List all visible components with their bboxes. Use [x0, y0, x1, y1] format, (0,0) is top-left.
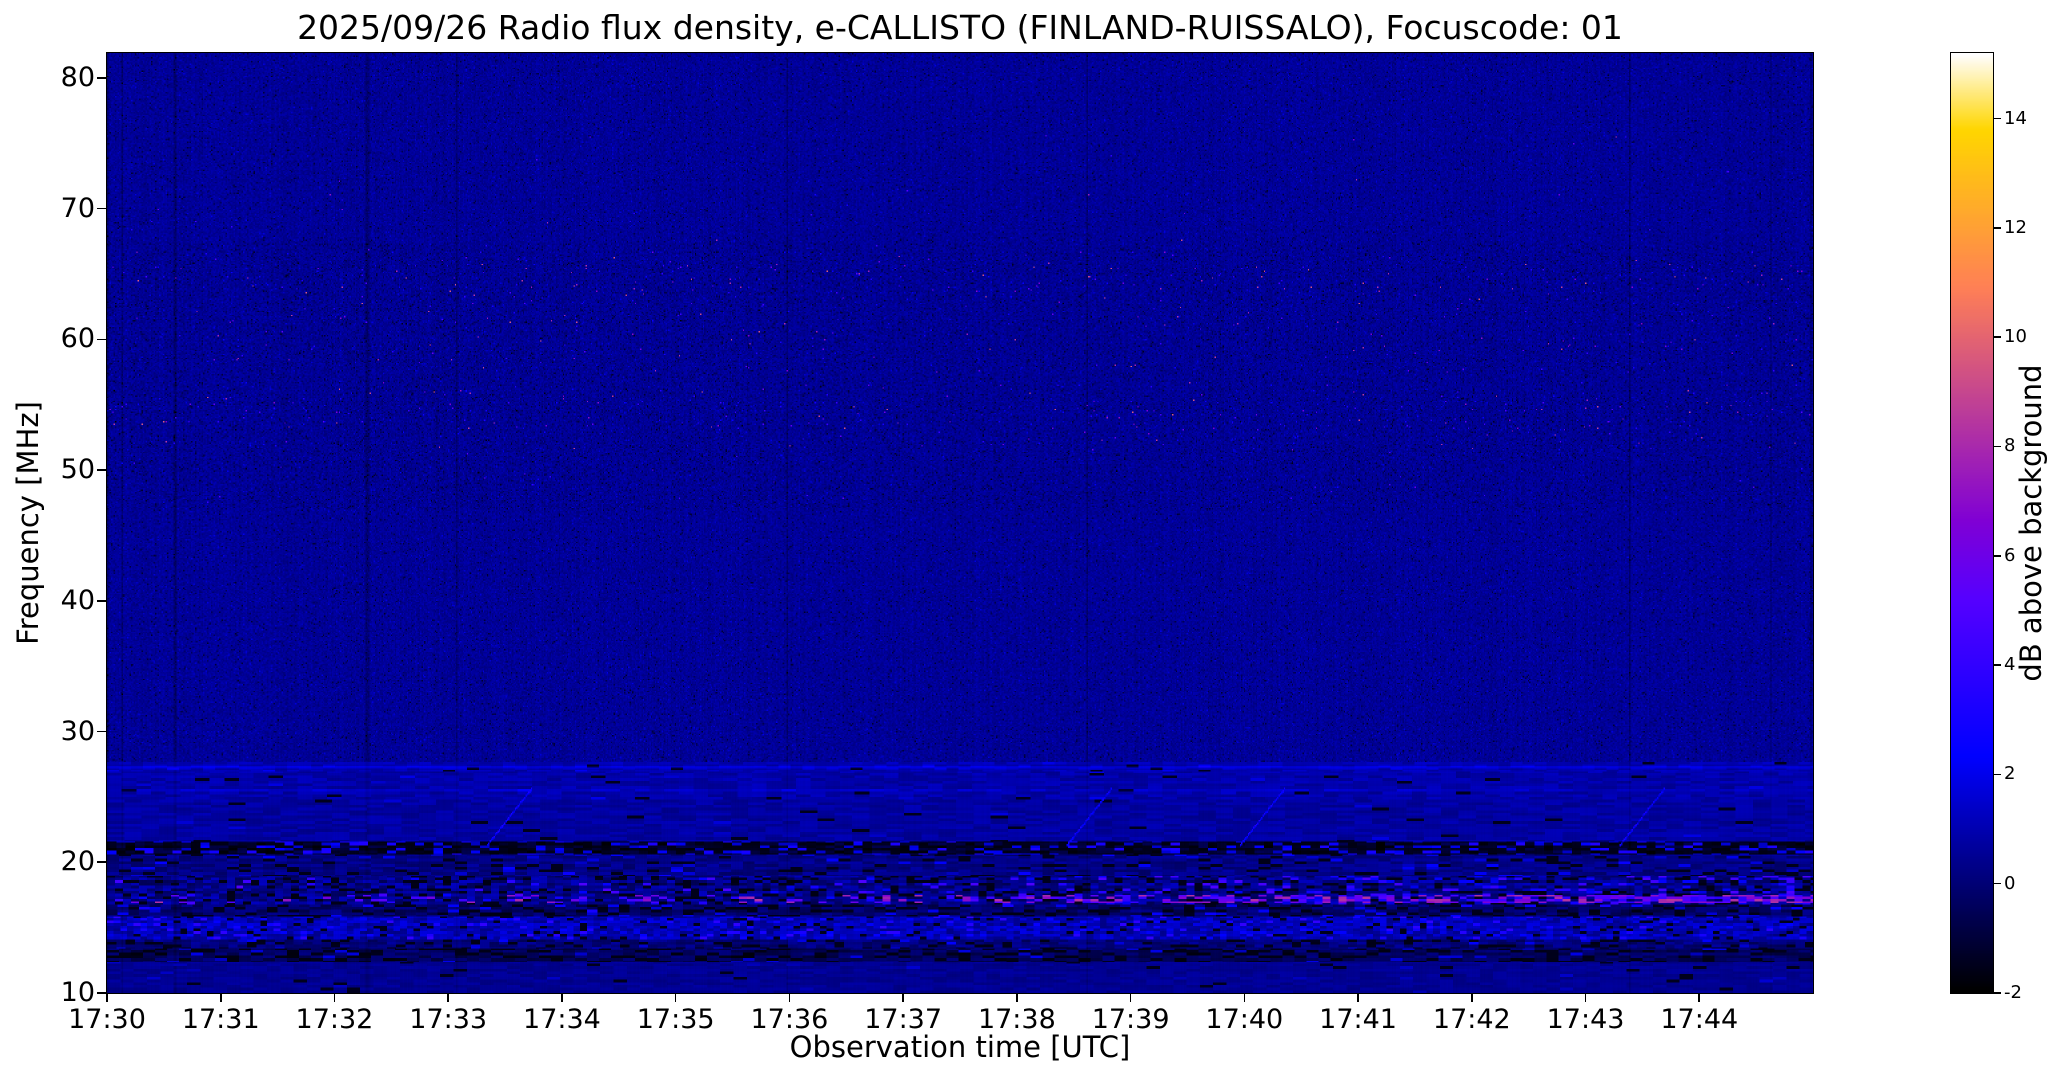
x-tick-label: 17:40 — [1205, 1004, 1284, 1035]
colorbar-tick-label: 6 — [2004, 544, 2016, 566]
colorbar-tick-label: 8 — [2004, 435, 2016, 457]
x-tick-mark — [333, 993, 336, 1002]
colorbar — [1950, 52, 1994, 994]
colorbar-tick-mark — [1994, 117, 2001, 120]
y-tick-mark — [97, 599, 106, 602]
x-tick-label: 17:34 — [523, 1004, 601, 1035]
y-tick-mark — [97, 338, 106, 341]
y-tick-label: 70 — [60, 192, 95, 224]
x-tick-mark — [1243, 993, 1246, 1002]
x-tick-label: 17:32 — [295, 1004, 374, 1035]
colorbar-tick-label: 12 — [2004, 216, 2027, 238]
y-tick-mark — [97, 77, 106, 79]
x-tick-mark — [219, 993, 222, 1002]
x-tick-label: 17:38 — [977, 1004, 1056, 1035]
spectrogram-canvas — [107, 53, 1813, 993]
y-tick-mark — [97, 207, 106, 210]
colorbar-tick-label: 4 — [2004, 654, 2016, 676]
x-tick-mark — [561, 993, 563, 1002]
x-tick-mark — [788, 993, 791, 1002]
y-tick-label: 60 — [60, 323, 95, 355]
y-tick-label: 30 — [60, 715, 95, 747]
x-axis-label: Observation time [UTC] — [789, 1030, 1131, 1064]
y-tick-label: 80 — [60, 61, 95, 93]
x-tick-mark — [1471, 993, 1473, 1002]
x-tick-mark — [447, 993, 449, 1002]
y-tick-label: 50 — [60, 454, 95, 486]
x-tick-label: 17:39 — [1091, 1004, 1170, 1035]
y-tick-label: 10 — [60, 977, 95, 1008]
y-tick-mark — [97, 992, 106, 994]
x-tick-label: 17:37 — [864, 1004, 943, 1035]
colorbar-tick-mark — [1994, 445, 2001, 448]
x-tick-label: 17:33 — [409, 1004, 488, 1035]
x-tick-label: 17:31 — [181, 1004, 260, 1035]
x-tick-mark — [1129, 993, 1132, 1002]
x-tick-label: 17:30 — [68, 1004, 146, 1035]
colorbar-tick-mark — [1994, 664, 2001, 666]
x-tick-mark — [106, 993, 108, 1002]
x-tick-label: 17:43 — [1546, 1004, 1625, 1035]
plot-area — [106, 52, 1814, 994]
x-tick-label: 17:42 — [1432, 1004, 1511, 1035]
colorbar-tick-label: 14 — [2004, 107, 2027, 129]
x-tick-mark — [1357, 993, 1359, 1002]
colorbar-tick-mark — [1994, 773, 2001, 776]
chart-title: 2025/09/26 Radio flux density, e-CALLIST… — [297, 8, 1623, 47]
colorbar-tick-mark — [1994, 882, 2001, 885]
x-tick-label: 17:35 — [636, 1004, 715, 1035]
colorbar-tick-label: -2 — [2004, 982, 2022, 1003]
colorbar-tick-label: 2 — [2004, 763, 2016, 785]
colorbar-tick-mark — [1994, 555, 2001, 557]
y-tick-label: 40 — [60, 584, 95, 616]
colorbar-tick-label: 10 — [2004, 326, 2027, 348]
x-tick-label: 17:36 — [750, 1004, 829, 1035]
x-tick-mark — [1698, 993, 1701, 1002]
x-tick-mark — [674, 993, 677, 1002]
colorbar-label: dB above background — [2014, 364, 2047, 682]
x-tick-label: 17:41 — [1319, 1004, 1397, 1035]
x-tick-mark — [1584, 993, 1587, 1002]
y-tick-mark — [97, 861, 106, 864]
x-tick-mark — [1016, 993, 1018, 1002]
y-tick-mark — [97, 730, 106, 733]
colorbar-tick-mark — [1994, 336, 2001, 338]
y-tick-mark — [97, 469, 106, 471]
colorbar-tick-mark — [1994, 992, 2001, 994]
colorbar-tick-label: 0 — [2004, 872, 2016, 894]
x-tick-label: 17:44 — [1660, 1004, 1739, 1035]
x-tick-mark — [902, 993, 904, 1002]
colorbar-tick-mark — [1994, 227, 2001, 229]
colorbar-canvas — [1951, 53, 1993, 993]
y-tick-label: 20 — [60, 846, 95, 878]
